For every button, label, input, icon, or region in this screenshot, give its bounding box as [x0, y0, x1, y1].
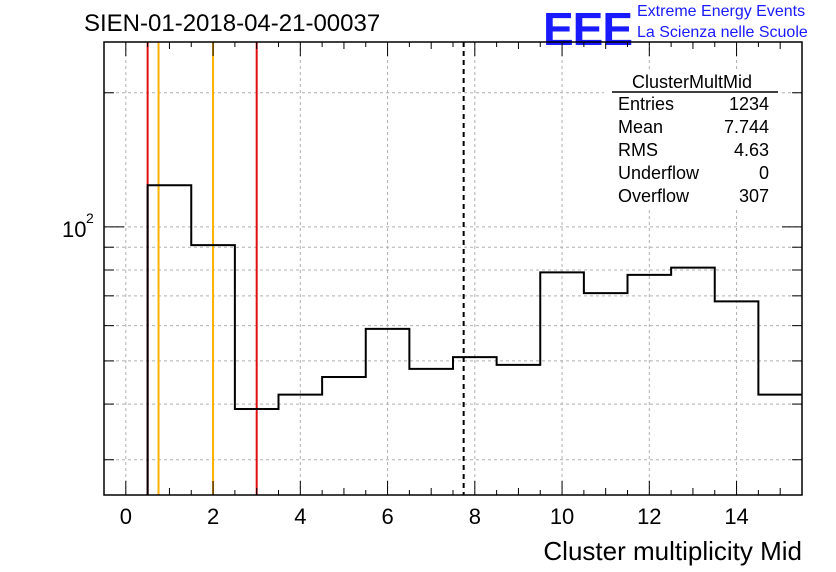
stats-value: 7.744	[724, 117, 769, 137]
histogram-bin	[497, 365, 541, 495]
x-tick-label: 0	[120, 504, 132, 529]
y-tick-label: 10	[62, 217, 86, 242]
stats-value: 0	[759, 163, 769, 183]
x-tick-label: 4	[294, 504, 306, 529]
stats-value: 4.63	[734, 140, 769, 160]
x-tick-label: 14	[724, 504, 748, 529]
x-tick-label: 2	[207, 504, 219, 529]
eee-logo: EEE	[543, 3, 633, 55]
x-axis-label: Cluster multiplicity Mid	[543, 536, 802, 566]
histogram-bin	[366, 329, 410, 495]
histogram-bin	[235, 409, 279, 495]
histogram-bin	[148, 185, 192, 495]
histogram-bin	[671, 268, 715, 495]
histogram-outline	[146, 184, 802, 495]
y-tick-label-exponent: 2	[86, 210, 94, 226]
stats-label: Overflow	[618, 186, 690, 206]
stats-label: Mean	[618, 117, 663, 137]
logo-line-1: Extreme Energy Events	[637, 3, 806, 20]
stats-value: 1234	[729, 94, 769, 114]
histogram-layer	[146, 184, 802, 495]
histogram-bin	[540, 272, 584, 495]
stats-name: ClusterMultMid	[632, 72, 752, 92]
x-tick-label: 10	[550, 504, 574, 529]
histogram-bin	[409, 369, 453, 495]
logo-line-2: La Scienza nelle Scuole	[637, 24, 808, 41]
histogram-bin	[628, 275, 672, 495]
histogram-bin	[715, 301, 759, 495]
stats-background	[604, 70, 780, 208]
x-tick-label: 6	[381, 504, 393, 529]
x-tick-label: 8	[469, 504, 481, 529]
histogram-bin	[191, 245, 235, 495]
histogram-bin	[279, 395, 323, 495]
chart-title: SIEN-01-2018-04-21-00037	[84, 10, 381, 37]
stats-label: Underflow	[618, 163, 700, 183]
histogram-bin	[322, 377, 366, 495]
histogram-bin	[584, 293, 628, 495]
stats-value: 307	[739, 186, 769, 206]
histogram-bin	[758, 395, 802, 495]
stats-label: RMS	[618, 140, 658, 160]
histogram-bin	[453, 357, 497, 495]
x-tick-label: 12	[637, 504, 661, 529]
stats-label: Entries	[618, 94, 674, 114]
